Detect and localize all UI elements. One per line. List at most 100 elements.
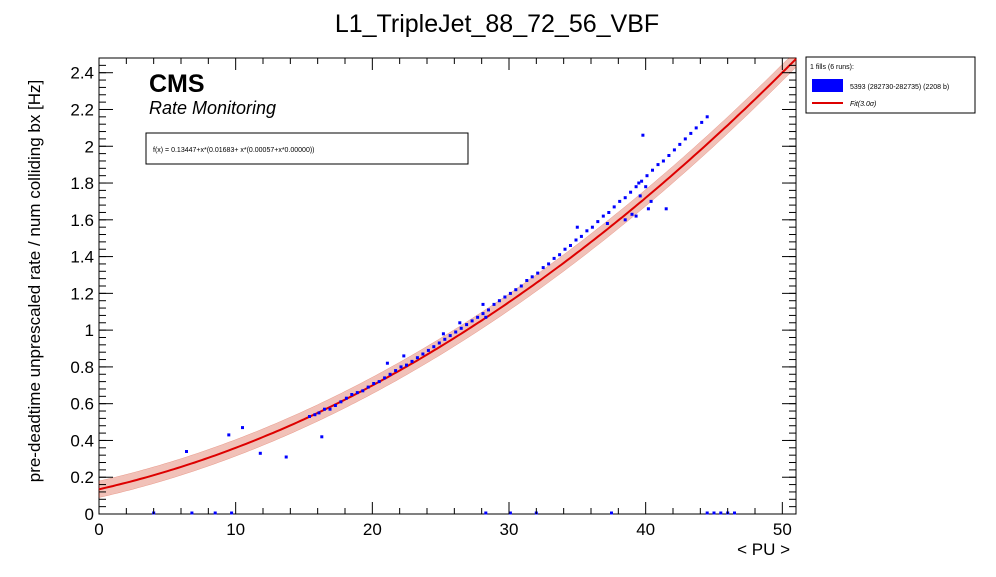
- data-point: [410, 359, 414, 363]
- data-point: [607, 211, 611, 214]
- data-point: [519, 284, 523, 288]
- data-point: [623, 196, 627, 200]
- data-point: [339, 400, 343, 404]
- data-point: [459, 326, 463, 330]
- data-point: [383, 376, 387, 380]
- x-tick-label: 20: [363, 520, 382, 539]
- data-point: [629, 190, 633, 194]
- fit-formula-box: [145, 132, 469, 165]
- data-point: [569, 244, 572, 247]
- data-point: [328, 407, 332, 411]
- y-tick-label: 0.4: [70, 431, 94, 450]
- data-point: [355, 391, 359, 395]
- data-point: [481, 312, 485, 316]
- y-tick-label: 1.2: [70, 284, 94, 303]
- data-point: [574, 238, 578, 242]
- data-point: [503, 295, 507, 299]
- x-tick-label: 0: [94, 520, 103, 539]
- data-point: [641, 133, 645, 137]
- data-point: [514, 288, 518, 292]
- data-point: [484, 315, 488, 319]
- data-point: [385, 361, 389, 365]
- data-point: [333, 404, 337, 407]
- data-point: [441, 332, 445, 336]
- y-axis-label: pre-deadtime unprescaled rate / num coll…: [25, 80, 44, 483]
- data-point: [443, 337, 447, 341]
- legend-header: 1 fills (6 runs):: [810, 64, 854, 71]
- cms-sublabel: Rate Monitoring: [149, 98, 276, 118]
- data-point: [630, 212, 634, 216]
- data-point: [700, 120, 704, 124]
- data-point: [366, 385, 370, 389]
- data-point: [563, 247, 567, 251]
- data-point: [258, 451, 262, 455]
- fit-band-area: [98, 57, 797, 498]
- legend: 1 fills (6 runs): 5393 (282730-282735) (…: [805, 56, 976, 114]
- data-point: [579, 234, 583, 238]
- x-tick-label: 10: [226, 520, 245, 539]
- data-point: [694, 126, 698, 130]
- data-point: [394, 369, 398, 373]
- data-point: [388, 372, 392, 376]
- y-tick-label: 0.2: [70, 468, 94, 487]
- data-point: [432, 345, 436, 349]
- data-point: [508, 291, 512, 295]
- data-point: [377, 380, 381, 384]
- data-point: [575, 225, 579, 229]
- data-point: [361, 389, 365, 393]
- data-point: [678, 142, 682, 146]
- data-point: [640, 179, 644, 183]
- data-point: [476, 315, 480, 319]
- fit-curve-group: [98, 58, 797, 491]
- y-axis: 0 0.2 0.4 0.6 0.8 1 1.2 1.4 1.6 1.8 2 2.2 2.4: [70, 64, 796, 524]
- data-point: [320, 435, 324, 439]
- data-point: [612, 205, 616, 209]
- data-point: [284, 455, 288, 459]
- data-point: [646, 207, 650, 211]
- data-point: [590, 225, 594, 229]
- data-point: [644, 185, 648, 189]
- legend-entry-data: 5393 (282730-282735) (2208 b): [850, 84, 949, 91]
- data-point: [458, 321, 462, 325]
- data-point: [733, 511, 736, 515]
- y-tick-label: 2: [85, 137, 94, 156]
- data-point: [530, 275, 534, 279]
- data-point: [313, 413, 317, 417]
- data-point: [623, 218, 627, 222]
- data-point: [421, 352, 425, 356]
- data-point: [230, 511, 234, 515]
- legend-entry-fit: Fit(3.0σ): [850, 101, 876, 108]
- data-point: [638, 194, 642, 198]
- data-point: [667, 154, 671, 157]
- data-point: [487, 308, 490, 312]
- data-point: [651, 168, 654, 172]
- data-point: [634, 214, 638, 218]
- data-point: [719, 511, 723, 515]
- data-point: [308, 415, 311, 418]
- y-tick-label: 0: [85, 505, 94, 524]
- data-point: [541, 266, 545, 270]
- chart-title: L1_TripleJet_88_72_56_VBF: [335, 10, 659, 38]
- data-point: [405, 363, 408, 367]
- data-point: [683, 137, 687, 141]
- plot-frame: [98, 57, 797, 515]
- data-point: [689, 131, 693, 135]
- data-point: [508, 511, 512, 515]
- y-tick-label: 2.4: [70, 64, 94, 83]
- data-point: [492, 302, 496, 306]
- data-point: [415, 356, 419, 360]
- data-point: [448, 334, 452, 338]
- data-point: [402, 354, 406, 358]
- y-tick-label: 0.8: [70, 358, 94, 377]
- fit-uncertainty-band: [98, 57, 797, 498]
- data-point: [605, 222, 609, 225]
- data-point: [547, 262, 551, 266]
- y-tick-label: 2.2: [70, 100, 94, 119]
- data-point: [618, 199, 622, 203]
- x-tick-label: 30: [500, 520, 519, 539]
- y-tick-label: 1.6: [70, 211, 94, 230]
- data-point: [227, 433, 231, 437]
- data-point: [213, 511, 217, 515]
- data-point: [454, 330, 458, 334]
